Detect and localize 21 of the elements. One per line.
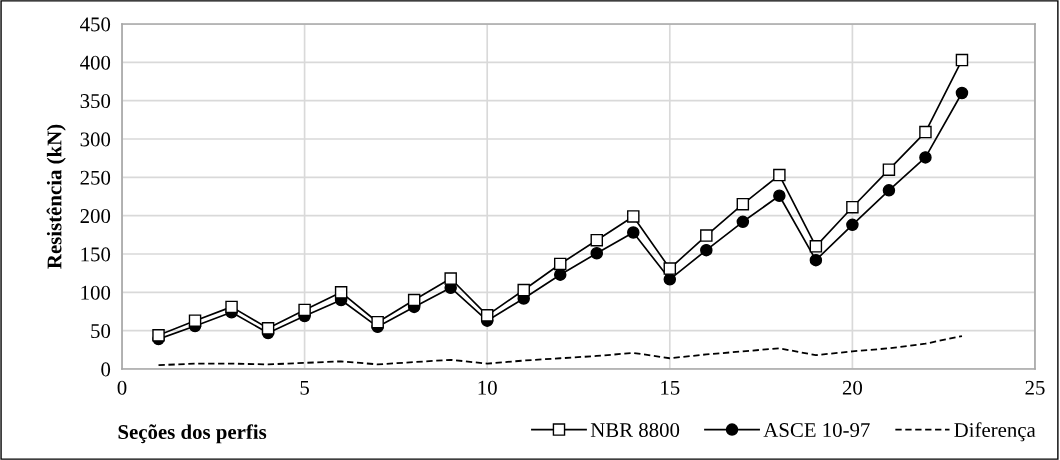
legend-label: ASCE 10-97 — [763, 423, 870, 438]
y-tick-label: 300 — [80, 132, 111, 147]
y-tick-label: 450 — [80, 17, 111, 32]
y-tick-label: 400 — [80, 55, 111, 70]
x-tick-label: 10 — [478, 380, 497, 395]
y-tick-label: 250 — [80, 170, 111, 185]
y-axis-title: Resistência (kN) — [46, 124, 66, 269]
y-tick-label: 150 — [81, 247, 111, 262]
y-tick-label: 200 — [80, 209, 111, 224]
y-tick-label: 0 — [101, 362, 111, 377]
y-tick-label: 350 — [80, 94, 111, 109]
x-axis-title: Seções dos perfis — [118, 424, 267, 444]
x-tick-label: 25 — [1025, 380, 1045, 395]
x-tick-label: 15 — [661, 380, 680, 395]
y-tick-label: 100 — [81, 285, 111, 300]
x-tick-label: 0 — [117, 380, 127, 395]
legend-label: Diferença — [954, 422, 1036, 442]
x-tick-label: 5 — [300, 380, 309, 395]
y-tick-label: 50 — [91, 324, 111, 339]
legend-label: NBR 8800 — [590, 423, 680, 438]
x-tick-label: 20 — [842, 380, 863, 395]
